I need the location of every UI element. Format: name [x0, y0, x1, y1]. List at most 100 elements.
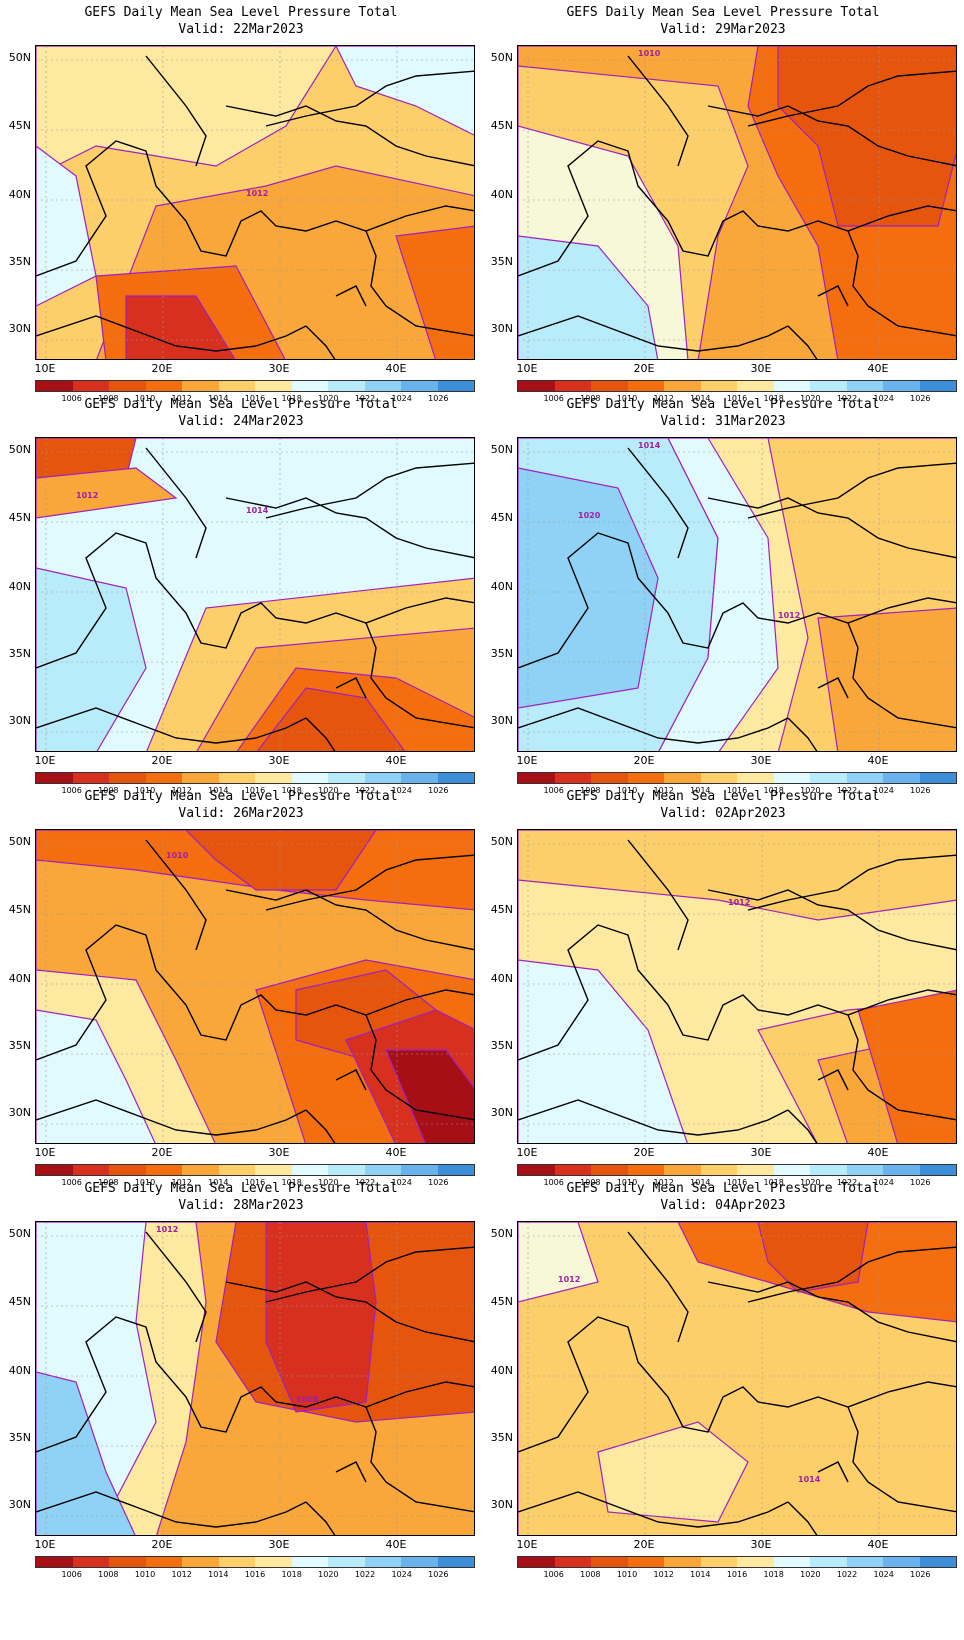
colorbar-bin	[36, 1165, 73, 1175]
coastline	[36, 55, 474, 359]
latitude-label: 30N	[490, 714, 513, 727]
pressure-region	[395, 225, 474, 359]
colorbar-bin	[291, 773, 328, 783]
colorbar-bin	[72, 773, 109, 783]
colorbar-tick: 1006	[543, 394, 564, 403]
colorbar-bin	[182, 1165, 219, 1175]
colorbar-tick: 1014	[690, 394, 711, 403]
latitude-label: 50N	[8, 835, 31, 848]
pressure-region	[36, 567, 147, 751]
colorbar-tick: 1018	[281, 1570, 302, 1579]
colorbar-bin	[627, 1165, 664, 1175]
contour-label: 1020	[578, 511, 601, 520]
colorbar-tick: 1016	[726, 1570, 748, 1579]
colorbar-tick: 1020	[800, 394, 821, 403]
colorbar-bin	[664, 1557, 701, 1567]
colorbar-tick: 1022	[354, 394, 376, 403]
longitude-label: 30E	[268, 362, 290, 375]
longitude-label: 40E	[385, 754, 407, 767]
colorbar-bin	[255, 773, 292, 783]
longitude-label: 20E	[633, 362, 655, 375]
colorbar-bin	[109, 381, 146, 391]
colorbar-tick: 1026	[428, 1570, 449, 1579]
colorbar-tick: 1010	[134, 1570, 156, 1579]
latitude-label: 30N	[490, 1106, 513, 1119]
colorbar-bin	[591, 381, 628, 391]
colorbar-tick: 1010	[616, 786, 638, 795]
pressure-map: 1020 1012 1014	[517, 437, 957, 752]
colorbar-tick: 1020	[800, 1178, 821, 1187]
latitude-label: 45N	[8, 511, 31, 524]
colorbar-bin	[437, 773, 474, 783]
colorbar-bin	[182, 773, 219, 783]
colorbar-bin	[554, 1557, 591, 1567]
colorbar-bin	[364, 381, 401, 391]
contour-label: 1012	[76, 491, 98, 500]
map-valid-date: Valid: 22Mar2023	[178, 22, 304, 37]
colorbar-bin	[737, 1165, 774, 1175]
longitude-label: 10E	[516, 1538, 538, 1551]
colorbar-tick: 1018	[763, 786, 784, 795]
map-panel: GEFS Daily Mean Sea Level Pressure Total…	[0, 1176, 482, 1586]
map-panel: GEFS Daily Mean Sea Level Pressure Total…	[482, 392, 964, 802]
latitude-label: 50N	[490, 443, 513, 456]
colorbar-bin	[182, 1557, 219, 1567]
pressure-map: 1008 1012	[35, 1221, 475, 1536]
colorbar-tick: 1022	[836, 1178, 858, 1187]
colorbar-bin	[328, 773, 365, 783]
colorbar-tick: 1020	[318, 1570, 339, 1579]
pressure-region	[265, 1222, 377, 1413]
colorbar-bin	[883, 1165, 920, 1175]
longitude-label: 10E	[516, 754, 538, 767]
latitude-label: 50N	[8, 443, 31, 456]
latitude-label: 35N	[8, 1039, 31, 1052]
longitude-label: 30E	[268, 754, 290, 767]
latitude-label: 40N	[490, 188, 513, 201]
map-panel: GEFS Daily Mean Sea Level Pressure Total…	[482, 784, 964, 1194]
colorbar-tick: 1024	[391, 1178, 412, 1187]
map-panel: GEFS Daily Mean Sea Level Pressure Total…	[0, 0, 482, 410]
colorbar-bin	[109, 773, 146, 783]
latitude-label: 45N	[490, 903, 513, 916]
colorbar-bin	[328, 1557, 365, 1567]
map-title: GEFS Daily Mean Sea Level Pressure Total	[566, 397, 880, 412]
contour-label: 1010	[638, 49, 661, 58]
colorbar-tick: 1012	[653, 786, 674, 795]
colorbar-bin	[109, 1165, 146, 1175]
longitude-label: 10E	[34, 754, 56, 767]
longitude-label: 30E	[268, 1538, 290, 1551]
pressure-region	[36, 1371, 136, 1535]
colorbar-bin	[554, 1165, 591, 1175]
colorbar-tick: 1012	[653, 394, 674, 403]
latitude-label: 45N	[8, 1295, 31, 1308]
colorbar-bin	[401, 381, 438, 391]
map-title: GEFS Daily Mean Sea Level Pressure Total	[566, 789, 880, 804]
colorbar-tick: 1012	[653, 1178, 674, 1187]
colorbar-bin	[810, 381, 847, 391]
colorbar-bin	[919, 1165, 956, 1175]
colorbar-tick: 1024	[391, 394, 412, 403]
colorbar-bin	[664, 773, 701, 783]
contour-label: 1012	[246, 189, 268, 198]
pressure-map: 1010	[517, 45, 957, 360]
colorbar-tick: 1006	[61, 786, 82, 795]
map-canvas: 1012	[518, 830, 956, 1143]
pressure-region	[658, 438, 779, 751]
coastline	[36, 1231, 474, 1535]
colorbar-tick: 1016	[244, 1570, 266, 1579]
colorbar-tick: 1024	[391, 786, 412, 795]
colorbar-tick: 1012	[171, 1178, 192, 1187]
longitude-label: 30E	[750, 362, 772, 375]
contour-label: 1010	[166, 851, 189, 860]
latitude-label: 45N	[490, 1295, 513, 1308]
colorbar-tick: 1014	[690, 1570, 711, 1579]
map-panel: GEFS Daily Mean Sea Level Pressure Total…	[482, 0, 964, 410]
colorbar-tick: 1010	[616, 394, 638, 403]
latitude-label: 40N	[490, 972, 513, 985]
longitude-label: 30E	[750, 1146, 772, 1159]
colorbar-bin	[291, 381, 328, 391]
pressure-region	[518, 1222, 599, 1303]
map-valid-date: Valid: 31Mar2023	[660, 414, 786, 429]
map-panel: GEFS Daily Mean Sea Level Pressure Total…	[0, 392, 482, 802]
colorbar-tick: 1008	[580, 394, 601, 403]
